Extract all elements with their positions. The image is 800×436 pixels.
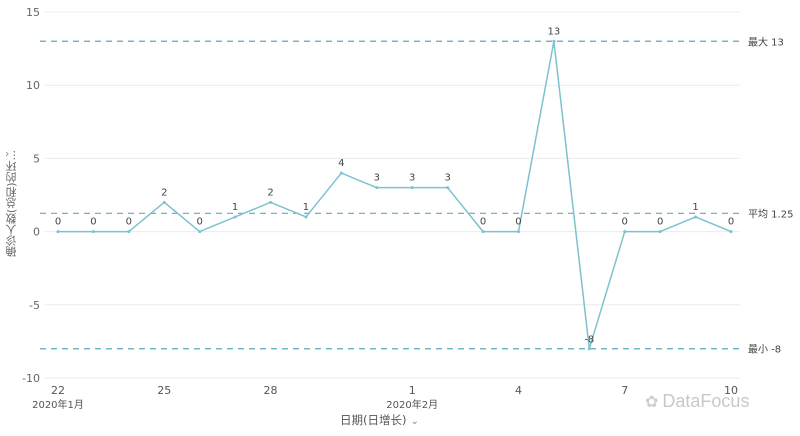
data-label: 0 xyxy=(55,217,61,228)
data-label: 1 xyxy=(692,202,698,213)
data-point xyxy=(56,230,60,234)
data-label: 0 xyxy=(515,217,521,228)
data-point xyxy=(729,230,733,234)
watermark-text: DataFocus xyxy=(662,391,750,411)
data-label: 0 xyxy=(657,217,663,228)
x-tick-sublabel: 2020年2月 xyxy=(386,398,438,411)
reference-label: 平均 1.25 xyxy=(748,208,793,220)
data-point xyxy=(233,215,237,219)
x-axis-label-text[interactable]: 日期(日增长) xyxy=(340,413,407,427)
x-tick-label: 28 xyxy=(264,384,278,397)
data-point xyxy=(410,186,414,190)
data-point xyxy=(552,39,556,43)
data-point xyxy=(446,186,450,190)
data-label: 0 xyxy=(480,217,486,228)
data-label: 4 xyxy=(338,158,344,169)
data-point xyxy=(375,186,379,190)
data-label: 0 xyxy=(728,217,734,228)
x-axis-label[interactable]: 日期(日增长) ⌄ xyxy=(340,412,419,428)
x-tick-label: 1 xyxy=(409,384,416,397)
data-point xyxy=(694,215,698,219)
data-label: 0 xyxy=(126,217,132,228)
series-line xyxy=(58,40,732,350)
wechat-icon: ✿ xyxy=(645,393,659,411)
data-label: 2 xyxy=(267,187,273,198)
data-label: 0 xyxy=(622,217,628,228)
x-tick-label: 22 xyxy=(51,384,65,397)
data-label: -8 xyxy=(584,335,594,346)
reference-lines: 最大 13 平均 1.25 最小 -8 xyxy=(40,35,793,356)
y-tick-label: 15 xyxy=(26,6,40,19)
data-point xyxy=(269,200,273,204)
watermark: ✿ DataFocus xyxy=(645,391,749,412)
data-point xyxy=(658,230,662,234)
data-point xyxy=(339,171,343,175)
x-tick-label: 10 xyxy=(724,384,738,397)
y-axis-label[interactable]: 确诊人数(总和)的环... xyxy=(5,150,18,258)
data-point xyxy=(304,215,308,219)
data-point xyxy=(516,230,520,234)
data-labels: 0 0 0 2 0 1 2 1 4 3 3 3 0 0 13 -8 0 0 1 0 xyxy=(55,26,734,351)
x-tick-label: 4 xyxy=(515,384,522,397)
x-tick-sublabel: 2020年1月 xyxy=(32,398,84,411)
ylabel-expand-icon[interactable]: › xyxy=(5,147,10,160)
data-point xyxy=(127,230,131,234)
data-label: 13 xyxy=(548,26,561,37)
data-point xyxy=(481,230,485,234)
data-label: 3 xyxy=(409,173,415,184)
series-line-group xyxy=(58,40,732,350)
y-tick-label: 5 xyxy=(33,152,40,165)
data-point xyxy=(198,230,202,234)
data-point xyxy=(162,200,166,204)
data-point xyxy=(91,230,95,234)
y-tick-label: -5 xyxy=(29,299,40,312)
reference-label: 最大 13 xyxy=(748,35,784,48)
grid-lines xyxy=(45,11,740,379)
x-tick-label: 25 xyxy=(157,384,171,397)
data-label: 1 xyxy=(303,202,309,213)
x-tick-label: 7 xyxy=(621,384,628,397)
data-label: 0 xyxy=(90,217,96,228)
data-point xyxy=(587,347,591,351)
y-axis-ticks: 15 10 5 0 -5 -10 xyxy=(22,6,40,385)
y-tick-label: 10 xyxy=(26,79,40,92)
y-tick-label: 0 xyxy=(33,226,40,239)
data-label: 1 xyxy=(232,202,238,213)
data-label: 3 xyxy=(444,173,450,184)
data-label: 0 xyxy=(196,217,202,228)
chevron-down-icon[interactable]: ⌄ xyxy=(410,416,419,427)
data-point xyxy=(623,230,627,234)
y-tick-label: -10 xyxy=(22,372,40,385)
data-label: 3 xyxy=(374,173,380,184)
reference-label: 最小 -8 xyxy=(748,344,781,356)
data-label: 2 xyxy=(161,187,167,198)
